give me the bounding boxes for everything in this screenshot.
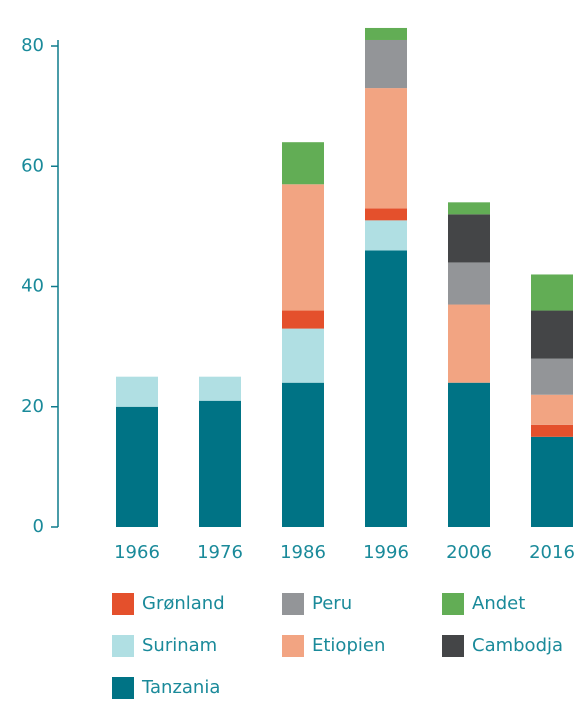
y-tick-label: 20 [21, 396, 44, 417]
bar-segment [282, 142, 324, 185]
x-tick-label: 1986 [280, 542, 326, 563]
x-tick-label: 2006 [446, 542, 492, 563]
bar-segment [531, 424, 573, 437]
x-tick-label: 1976 [197, 542, 243, 563]
legend-label: Surinam [142, 635, 217, 656]
bar-segment [448, 382, 490, 527]
bar-segment [531, 310, 573, 359]
bar-segment [365, 220, 407, 251]
bar-segment [199, 376, 241, 401]
legend-swatch [282, 593, 304, 615]
bar-segment [282, 184, 324, 311]
bar-segment [282, 328, 324, 383]
y-tick-label: 0 [33, 516, 44, 537]
legend-swatch [442, 635, 464, 657]
legend-label: Andet [472, 593, 525, 614]
bar-segment [531, 358, 573, 395]
bar-segment [531, 394, 573, 425]
x-tick-label: 1996 [363, 542, 409, 563]
bar-segment [531, 436, 573, 527]
bar-segment [199, 400, 241, 527]
bar-segment [365, 39, 407, 89]
legend-label: Cambodja [472, 635, 563, 656]
x-tick-label: 1966 [114, 542, 160, 563]
bar-segment [448, 214, 490, 263]
bar-segment [365, 250, 407, 528]
bar-segment [531, 274, 573, 311]
bar-segment [116, 406, 158, 527]
legend-swatch [442, 593, 464, 615]
legend-swatch [282, 635, 304, 657]
legend-label: Tanzania [141, 677, 220, 698]
bar-segment [282, 382, 324, 527]
bar-segment [448, 202, 490, 215]
bar-segment [116, 376, 158, 407]
legend-swatch [112, 593, 134, 615]
bar-segment [365, 88, 407, 209]
legend-label: Peru [312, 593, 352, 614]
legend-swatch [112, 635, 134, 657]
y-tick-label: 60 [21, 155, 44, 176]
bar-segment [365, 27, 407, 40]
y-tick-label: 40 [21, 276, 44, 297]
bar-segment [365, 208, 407, 221]
bar-segment [282, 310, 324, 329]
legend-label: Grønland [142, 593, 225, 614]
legend-swatch [112, 677, 134, 699]
x-tick-label: 2016 [529, 542, 575, 563]
y-tick-label: 80 [21, 35, 44, 56]
legend-label: Etiopien [312, 635, 385, 656]
bar-segment [448, 262, 490, 305]
bar-segment [448, 304, 490, 383]
